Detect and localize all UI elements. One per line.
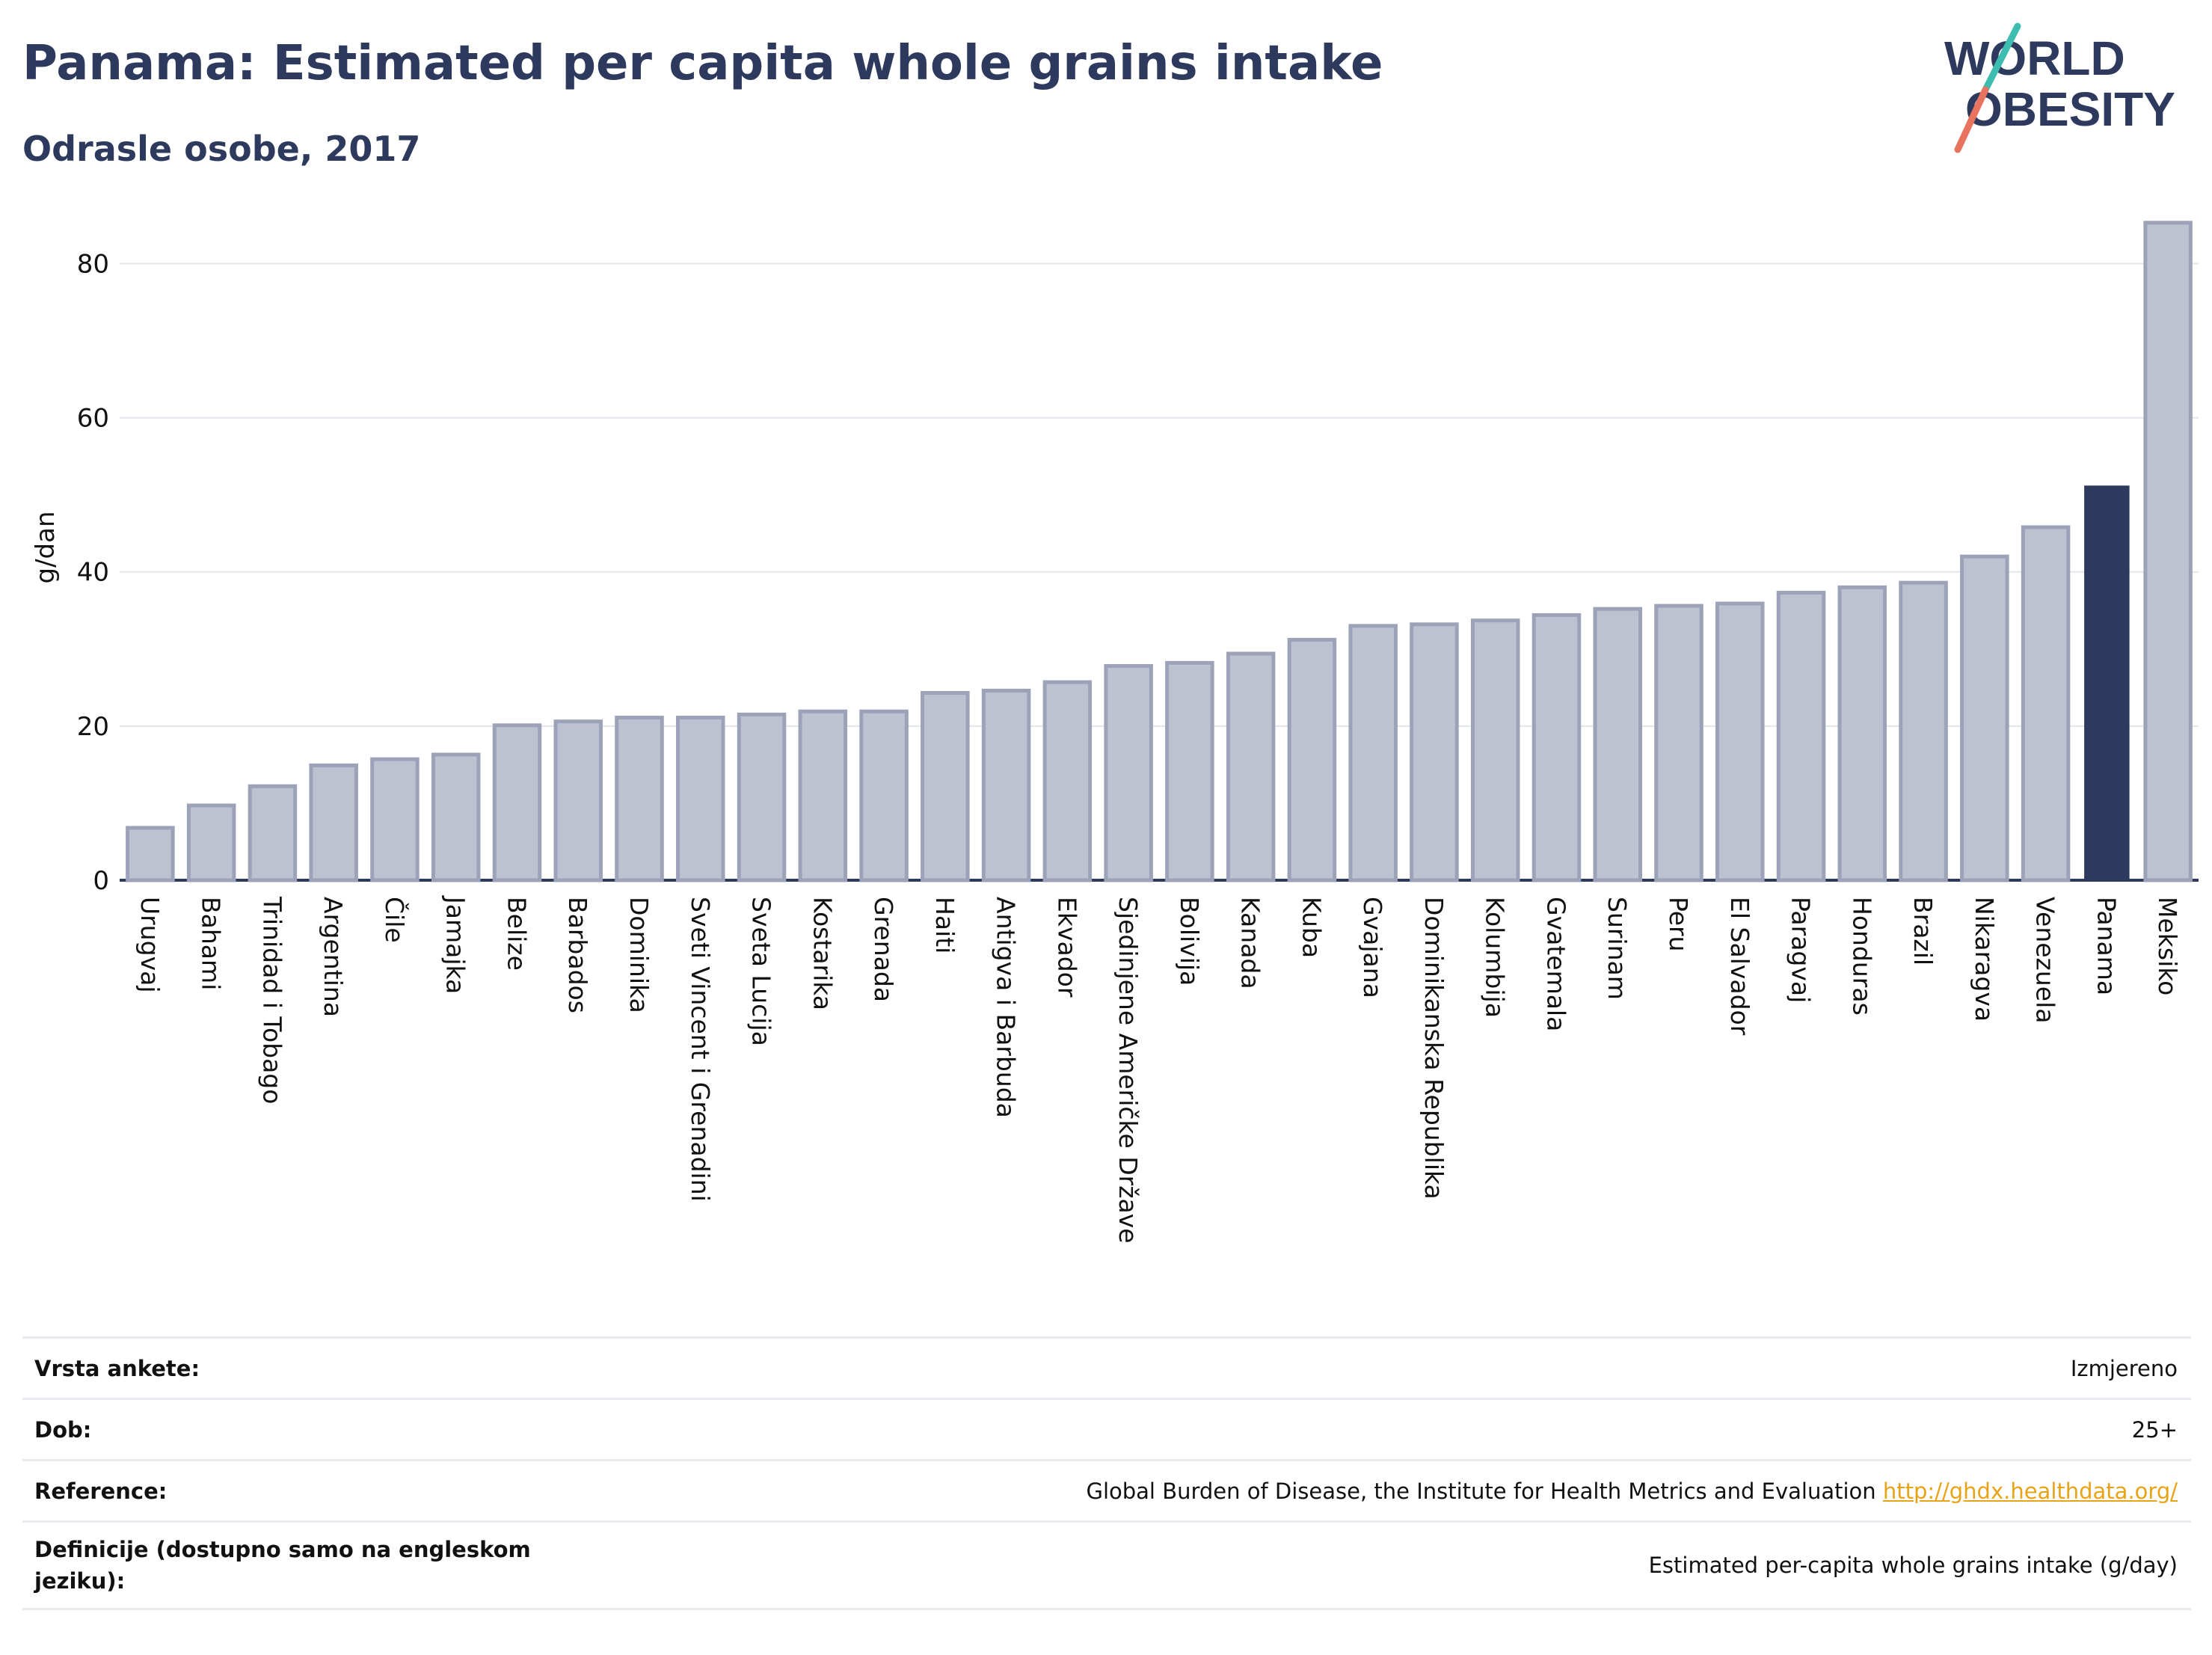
info-label: Definicije (dostupno samo na engleskom j…: [34, 1537, 531, 1594]
bar-dominika: [615, 716, 664, 882]
bar-kostarika: [798, 709, 848, 882]
logo-slash-teal: [1982, 22, 2021, 93]
bar-belize: [492, 723, 542, 882]
bar-ekvador: [1042, 680, 1093, 882]
x-tick-label: Nikaragva: [1970, 897, 1999, 1022]
bar-venezuela: [2021, 525, 2071, 882]
x-tick-label: Kanada: [1236, 897, 1265, 989]
bar-kanada: [1226, 651, 1276, 882]
info-value: Izmjereno: [2070, 1355, 2178, 1381]
x-tick-label: Kolumbija: [1481, 897, 1510, 1018]
bars: [126, 221, 2193, 882]
info-label: Vrsta ankete:: [34, 1355, 200, 1381]
x-tick-label: Kostarika: [808, 897, 837, 1010]
bar-paragvaj: [1776, 591, 1826, 882]
x-tick-label: Belize: [502, 897, 531, 971]
logo-slash-coral: [1954, 86, 1989, 153]
info-value: Global Burden of Disease, the Institute …: [1086, 1478, 2178, 1504]
x-tick-label: Grenada: [869, 897, 898, 1002]
x-tick-label: Kuba: [1297, 897, 1326, 958]
bar-honduras: [1837, 585, 1887, 882]
x-tick-label: Dominika: [624, 897, 654, 1013]
info-table: Vrsta ankete: Izmjereno Dob: 25+ Reference: G…: [22, 1336, 2191, 1610]
x-tick-label: Sveti Vincent i Grenadini: [686, 897, 715, 1202]
y-tick-label: 20: [77, 712, 109, 742]
bar-sveta-lucija: [737, 712, 787, 882]
bar-antigva-i-barbuda: [981, 688, 1031, 882]
x-tick-label: Trinidad i Tobago: [257, 896, 286, 1104]
x-tick-label: Surinam: [1603, 897, 1632, 1000]
chart-title: Panama: Estimated per capita whole grain…: [22, 36, 1383, 91]
bar-grenada: [859, 709, 909, 882]
bar-gvatemala: [1531, 612, 1582, 882]
bar-argentina: [309, 763, 358, 882]
bar-bolivija: [1165, 660, 1214, 882]
bar-surinam: [1593, 607, 1642, 882]
bar-panama: [2084, 485, 2130, 880]
x-tick-label: Sveta Lucija: [747, 897, 776, 1046]
x-tick-label: Argentina: [319, 897, 348, 1017]
info-label: Reference:: [34, 1478, 168, 1504]
x-tick-label: Barbados: [563, 897, 592, 1013]
x-tick-label: Honduras: [1847, 897, 1876, 1016]
bar-el-salvador: [1715, 601, 1765, 882]
info-row: Vrsta ankete: Izmjereno: [22, 1336, 2191, 1398]
x-tick-label: Gvatemala: [1541, 897, 1570, 1031]
x-tick-label: Bolivija: [1175, 897, 1204, 986]
bar-gvajana: [1348, 624, 1398, 882]
bar-meksiko: [2143, 221, 2193, 882]
info-label: Dob:: [34, 1416, 92, 1443]
x-tick-label: Dominikanska Republika: [1419, 897, 1448, 1200]
y-tick-label: 80: [77, 249, 109, 279]
info-row: Definicije (dostupno samo na engleskom j…: [22, 1520, 2191, 1610]
info-value: 25+: [2131, 1416, 2178, 1443]
x-tick-label: Paragvaj: [1787, 897, 1816, 1003]
y-tick-label: 0: [93, 866, 109, 896]
x-tick-label: Ekvador: [1052, 897, 1081, 998]
bar-kolumbija: [1470, 618, 1520, 882]
bar-barbados: [553, 719, 603, 882]
x-tick-label: Meksiko: [2153, 897, 2182, 995]
x-tick-label: Haiti: [930, 897, 959, 954]
bar-trinidad-i-tobago: [248, 784, 298, 882]
x-tick-label: Brazil: [1908, 897, 1938, 965]
x-tick-label: Čile: [380, 897, 410, 943]
bar-urugvaj: [126, 826, 175, 882]
logo-line1: WORLD: [1944, 31, 2125, 85]
bar-dominikanska-republika: [1410, 622, 1459, 882]
bar-bahami: [186, 803, 236, 882]
x-tick-label: Peru: [1664, 897, 1693, 952]
bar-sjedinjene-američke-države: [1104, 663, 1153, 882]
x-tick-label: Jamajka: [441, 895, 470, 994]
x-tick-label: Antigva i Barbuda: [992, 897, 1021, 1118]
y-tick-label: 60: [77, 404, 109, 434]
x-tick-labels: Urugvaj Bahami Trinidad i Tobago Argentina Č…: [135, 895, 2182, 1244]
bar-chart: 0 20 40 60 80 Urugvaj Bahami Trinidad i Tobago…: [31, 221, 2199, 1244]
bar-čile: [370, 757, 420, 882]
x-tick-label: Panama: [2092, 897, 2121, 995]
x-tick-label: Bahami: [197, 897, 226, 990]
bar-brazil: [1899, 580, 1948, 882]
reference-link[interactable]: http://ghdx.healthdata.org/: [1882, 1478, 2178, 1504]
bar-nikaragva: [1960, 554, 2009, 882]
bar-haiti: [921, 691, 970, 882]
x-tick-label: Urugvaj: [135, 897, 165, 993]
x-tick-label: El Salvador: [1725, 897, 1754, 1036]
bar-kuba: [1287, 637, 1337, 882]
y-tick-labels: 0 20 40 60 80: [77, 249, 109, 896]
x-tick-label: Gvajana: [1358, 897, 1387, 998]
info-row: Reference: Global Burden of Disease, the …: [22, 1459, 2191, 1520]
info-row: Dob: 25+: [22, 1398, 2191, 1459]
info-value: Estimated per-capita whole grains intake…: [1648, 1553, 2178, 1578]
bar-jamajka: [431, 752, 481, 882]
bar-sveti-vincent-i-grenadini: [676, 716, 725, 882]
chart-subtitle: Odrasle osobe, 2017: [22, 129, 421, 169]
logo-line2: OBESITY: [1965, 82, 2175, 136]
x-tick-label: Venezuela: [2031, 897, 2060, 1023]
x-tick-label: Sjedinjene Američke Države: [1113, 897, 1143, 1244]
y-axis-label: g/dan: [31, 511, 61, 583]
y-tick-label: 40: [77, 558, 109, 588]
world-obesity-logo: WORLD OBESITY: [1944, 22, 2175, 153]
bar-peru: [1654, 604, 1703, 882]
